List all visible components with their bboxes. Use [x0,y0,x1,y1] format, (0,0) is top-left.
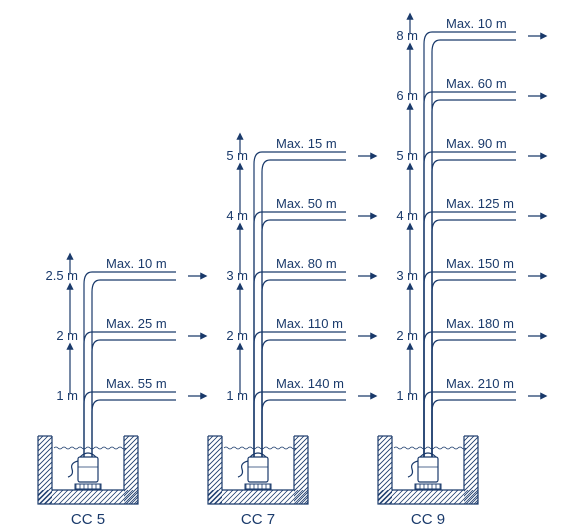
height-label: 3 m [226,268,248,283]
max-label: Max. 80 m [276,256,337,271]
height-label: 4 m [226,208,248,223]
max-label: Max. 25 m [106,316,167,331]
height-label: 8 m [396,28,418,43]
max-label: Max. 140 m [276,376,344,391]
max-label: Max. 50 m [276,196,337,211]
max-label: Max. 15 m [276,136,337,151]
height-label: 3 m [396,268,418,283]
max-label: Max. 150 m [446,256,514,271]
height-label: 2.5 m [45,268,78,283]
height-label: 4 m [396,208,418,223]
height-label: 2 m [396,328,418,343]
max-label: Max. 55 m [106,376,167,391]
height-label: 6 m [396,88,418,103]
max-label: Max. 90 m [446,136,507,151]
height-label: 2 m [56,328,78,343]
height-label: 1 m [396,388,418,403]
height-label: 5 m [396,148,418,163]
height-label: 5 m [226,148,248,163]
max-label: Max. 60 m [446,76,507,91]
max-label: Max. 10 m [106,256,167,271]
height-label: 2 m [226,328,248,343]
pump-caption: CC 5 [71,511,105,528]
pump-caption: CC 7 [241,511,275,528]
max-label: Max. 180 m [446,316,514,331]
height-label: 1 m [56,388,78,403]
max-label: Max. 125 m [446,196,514,211]
pump-caption: CC 9 [411,511,445,528]
max-label: Max. 10 m [446,16,507,31]
max-label: Max. 110 m [276,316,343,331]
max-label: Max. 210 m [446,376,514,391]
height-label: 1 m [226,388,248,403]
